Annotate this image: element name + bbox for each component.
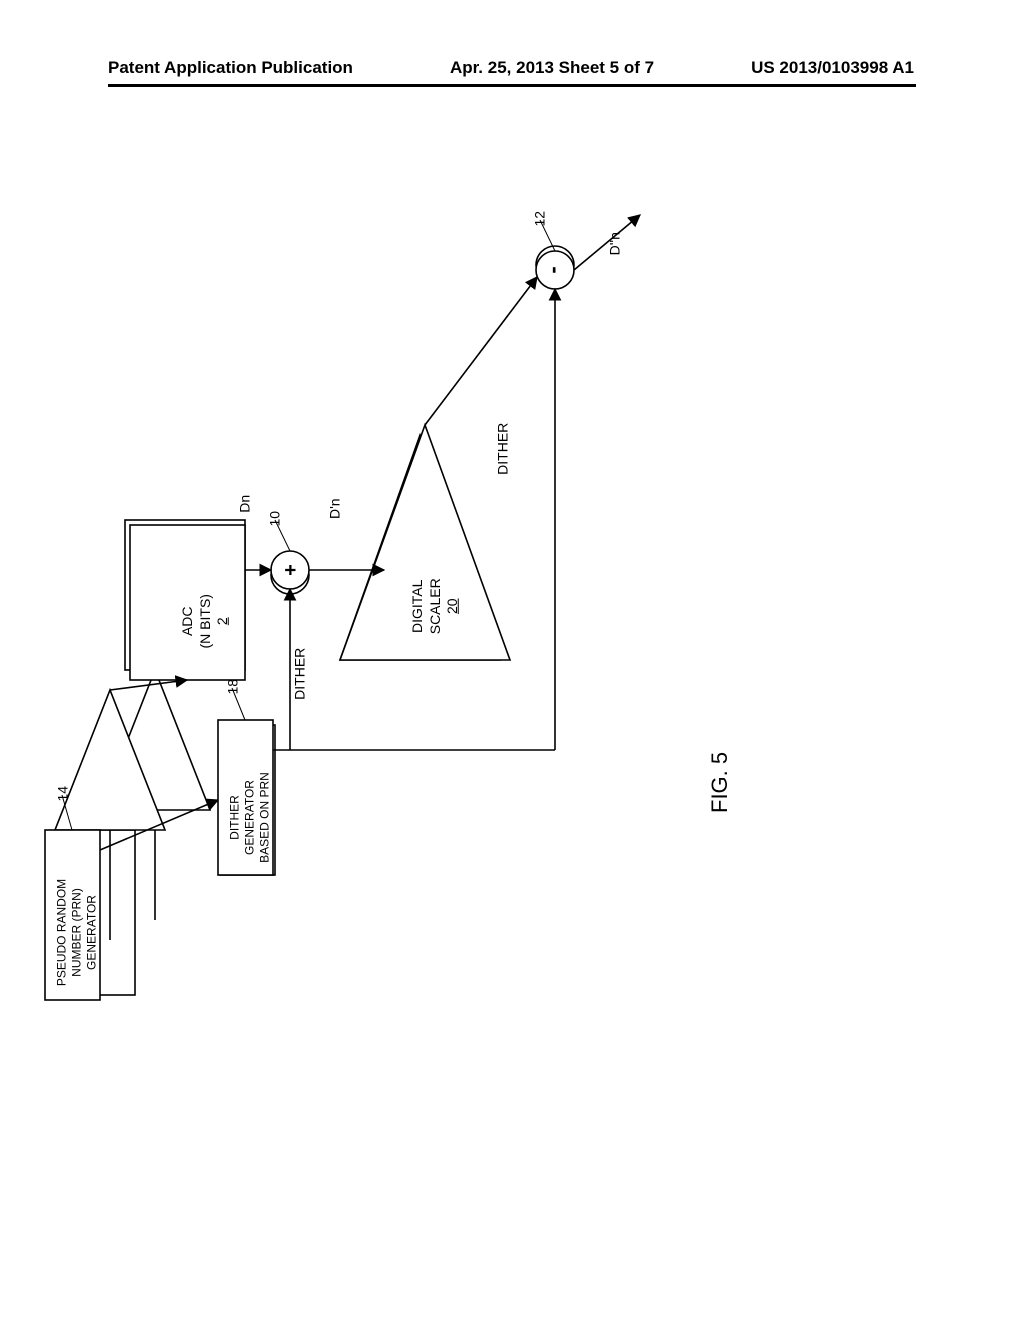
header-center: Apr. 25, 2013 Sheet 5 of 7 <box>450 58 654 78</box>
block-diagram: + - <box>0 190 1024 1090</box>
header-right: US 2013/0103998 A1 <box>751 58 914 78</box>
ref-12: 12 <box>531 204 549 234</box>
dpn-label: D'n <box>326 489 344 529</box>
plus-symbol: + <box>280 564 302 576</box>
header-rule <box>108 84 916 87</box>
adc-label: ADC (N BITS) 2 <box>179 576 232 666</box>
input-amp-triangle <box>55 690 165 830</box>
ref-10: 10 <box>266 504 284 534</box>
prn-label: PSEUDO RANDOM NUMBER (PRN) GENERATOR <box>55 868 100 998</box>
dn-label: Dn <box>236 484 254 524</box>
scaler-label: DIGITAL SCALER 20 <box>409 561 462 651</box>
diagram-area: + - ADC (N BITS) 2 DIGITAL SCALER 20 PSE… <box>0 190 1024 1090</box>
dither-gen-label: DITHER GENERATOR BASED ON PRN <box>228 758 273 878</box>
dither-label-2: DITHER <box>494 414 512 484</box>
figure-label: FIG. 5 <box>707 733 733 813</box>
ref-18: 18 <box>224 672 242 702</box>
dither-label-1: DITHER <box>291 639 309 709</box>
dppn-label: D''n <box>606 219 624 269</box>
header-left: Patent Application Publication <box>108 58 353 78</box>
minus-symbol: - <box>540 266 565 273</box>
scaler-to-sub-line <box>425 277 537 425</box>
page-header: Patent Application Publication Apr. 25, … <box>0 58 1024 78</box>
ref-14: 14 <box>54 779 72 809</box>
